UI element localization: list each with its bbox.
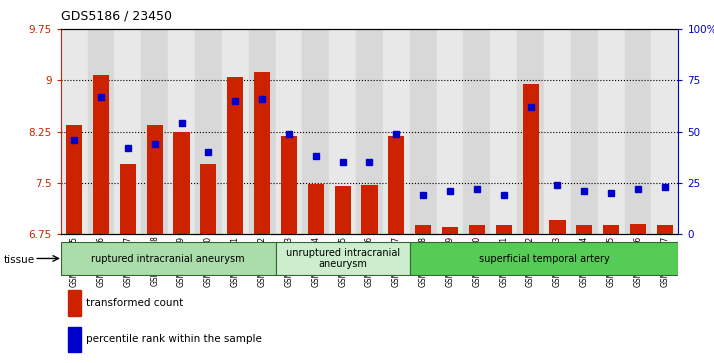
Bar — [442, 227, 458, 234]
Text: GDS5186 / 23450: GDS5186 / 23450 — [61, 9, 171, 22]
Bar — [388, 136, 404, 234]
Bar — [88, 29, 114, 234]
Bar — [549, 220, 565, 234]
Bar — [61, 29, 88, 234]
Bar — [469, 225, 485, 234]
Text: transformed count: transformed count — [86, 298, 183, 308]
Bar — [415, 225, 431, 234]
Text: ruptured intracranial aneurysm: ruptured intracranial aneurysm — [91, 254, 245, 264]
Bar — [651, 29, 678, 234]
Bar — [571, 29, 598, 234]
Bar — [517, 29, 544, 234]
Bar — [174, 132, 190, 234]
Bar — [201, 164, 216, 234]
Bar — [227, 77, 243, 234]
Bar — [576, 225, 593, 234]
Bar — [93, 75, 109, 234]
Bar — [66, 125, 82, 234]
FancyBboxPatch shape — [276, 242, 410, 275]
Bar — [308, 184, 324, 234]
Bar — [168, 29, 195, 234]
Bar — [302, 29, 329, 234]
Bar — [146, 125, 163, 234]
Bar — [410, 29, 437, 234]
Bar — [120, 164, 136, 234]
Bar — [222, 29, 248, 234]
Bar — [491, 29, 517, 234]
Bar — [114, 29, 141, 234]
Bar — [281, 136, 297, 234]
Text: superficial temporal artery: superficial temporal artery — [478, 254, 610, 264]
FancyBboxPatch shape — [61, 242, 276, 275]
Text: tissue: tissue — [4, 254, 35, 265]
Bar — [523, 84, 538, 234]
Bar — [463, 29, 491, 234]
Bar — [383, 29, 410, 234]
Bar — [141, 29, 168, 234]
Bar — [356, 29, 383, 234]
Bar — [598, 29, 625, 234]
FancyBboxPatch shape — [410, 242, 678, 275]
Bar — [496, 225, 512, 234]
Bar — [625, 29, 651, 234]
Bar — [437, 29, 463, 234]
Bar — [276, 29, 302, 234]
Bar — [657, 225, 673, 234]
Bar — [335, 186, 351, 234]
Bar — [603, 225, 619, 234]
Bar — [254, 72, 270, 234]
Bar — [329, 29, 356, 234]
Bar — [544, 29, 571, 234]
Bar — [630, 224, 646, 234]
Text: percentile rank within the sample: percentile rank within the sample — [86, 334, 261, 344]
Text: unruptured intracranial
aneurysm: unruptured intracranial aneurysm — [286, 248, 400, 269]
Bar — [195, 29, 222, 234]
Bar — [361, 185, 378, 234]
Bar — [248, 29, 276, 234]
